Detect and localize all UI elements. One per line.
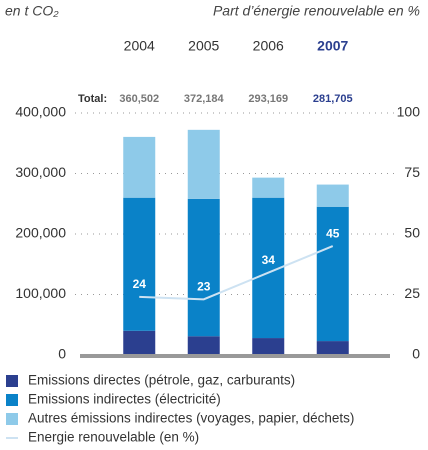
line bbox=[139, 245, 334, 301]
total-value: 281,705 bbox=[313, 93, 353, 105]
y2-tick-label: 75 bbox=[404, 164, 420, 180]
bar-segment bbox=[316, 341, 349, 355]
line-label: 23 bbox=[197, 280, 211, 294]
bar-segment bbox=[316, 206, 349, 342]
legend-label: Emissions indirectes (électricité) bbox=[28, 392, 221, 407]
legend-label: Energie renouvelable (en %) bbox=[28, 430, 199, 445]
bar-segment bbox=[123, 136, 156, 198]
legend-swatch bbox=[6, 413, 18, 425]
y-tick-label: 200,000 bbox=[15, 225, 66, 241]
legend-label: Emissions directes (pétrole, gaz, carbur… bbox=[28, 373, 295, 388]
total-value: 360,502 bbox=[119, 93, 159, 105]
x-tick-label: 2007 bbox=[317, 38, 348, 54]
bar-segment bbox=[252, 338, 285, 355]
bar-segment bbox=[316, 184, 349, 207]
y-tick-label: 0 bbox=[58, 346, 66, 362]
legend-swatch bbox=[6, 375, 18, 387]
total-value: 372,184 bbox=[184, 93, 225, 105]
baseline bbox=[80, 354, 390, 358]
left-subtitle: en t CO₂ bbox=[5, 3, 59, 19]
x-tick-label: 2005 bbox=[188, 38, 219, 54]
total-label: Total: bbox=[78, 93, 107, 105]
line-label: 34 bbox=[262, 253, 276, 267]
x-tick-label: 2004 bbox=[124, 38, 155, 54]
y2-tick-label: 25 bbox=[404, 285, 420, 301]
x-tick-label: 2006 bbox=[253, 38, 284, 54]
bar-segment bbox=[252, 177, 285, 198]
line-label: 45 bbox=[326, 226, 340, 240]
legend-swatch bbox=[6, 394, 18, 406]
total-value: 293,169 bbox=[248, 93, 288, 105]
y-tick-label: 400,000 bbox=[15, 104, 66, 120]
y2-tick-label: 50 bbox=[404, 225, 420, 241]
legend-label: Autres émissions indirectes (voyages, pa… bbox=[28, 411, 354, 426]
line-label: 24 bbox=[133, 277, 147, 291]
y2-tick-label: 0 bbox=[412, 346, 420, 362]
right-subtitle: Part d’énergie renouvelable en % bbox=[213, 3, 420, 19]
bar-segment bbox=[123, 330, 156, 355]
y-tick-label: 100,000 bbox=[15, 285, 66, 301]
bar-segment bbox=[187, 198, 220, 337]
bar-segment bbox=[123, 197, 156, 331]
bar-segment bbox=[187, 129, 220, 199]
y2-tick-label: 100 bbox=[397, 104, 421, 120]
bar-segment bbox=[187, 336, 220, 355]
y-tick-label: 300,000 bbox=[15, 164, 66, 180]
